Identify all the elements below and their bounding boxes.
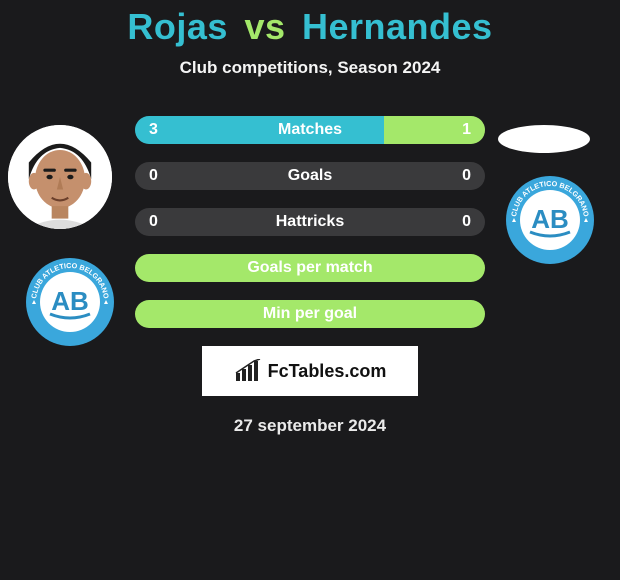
stat-value-right: 0 (462, 208, 471, 236)
stat-row: Min per goal (135, 300, 485, 328)
stat-label: Min per goal (135, 300, 485, 328)
bar-chart-icon (234, 359, 262, 383)
stat-row: Goals per match (135, 254, 485, 282)
brand-text: FcTables.com (268, 361, 387, 382)
page-container: Rojas vs Hernandes Club competitions, Se… (0, 0, 620, 580)
brand-box[interactable]: FcTables.com (202, 346, 418, 396)
date-text: 27 september 2024 (0, 416, 620, 436)
stat-value-right: 0 (462, 162, 471, 190)
stats-list: Matches31Goals00Hattricks00Goals per mat… (135, 116, 485, 328)
player2-club-badge: CLUB ATLETICO BELGRANO CORDOBA AB (500, 170, 600, 270)
stat-row: Hattricks0 0 (135, 208, 485, 236)
title-player2: Hernandes (302, 6, 493, 47)
stat-label: Goals (135, 162, 485, 190)
title-player1: Rojas (127, 6, 228, 47)
stat-value-left: 0 (149, 162, 158, 190)
title-vs: vs (244, 6, 285, 47)
stat-value-left: 0 (149, 208, 158, 236)
subtitle: Club competitions, Season 2024 (0, 58, 620, 78)
player1-club-badge: CLUB ATLETICO BELGRANO CORDOBA AB (20, 252, 120, 352)
svg-text:AB: AB (531, 204, 569, 234)
stat-value-left: 3 (149, 116, 158, 144)
stat-value-right: 1 (462, 116, 471, 144)
stat-row: Goals0 0 (135, 162, 485, 190)
stat-row: Matches3 1 (135, 116, 485, 144)
player2-avatar-placeholder (498, 125, 590, 153)
stat-label: Goals per match (135, 254, 485, 282)
svg-text:AB: AB (51, 286, 89, 316)
page-title: Rojas vs Hernandes (0, 6, 620, 48)
player1-avatar (8, 125, 112, 229)
stat-label: Hattricks (135, 208, 485, 236)
stat-label: Matches (135, 116, 485, 144)
